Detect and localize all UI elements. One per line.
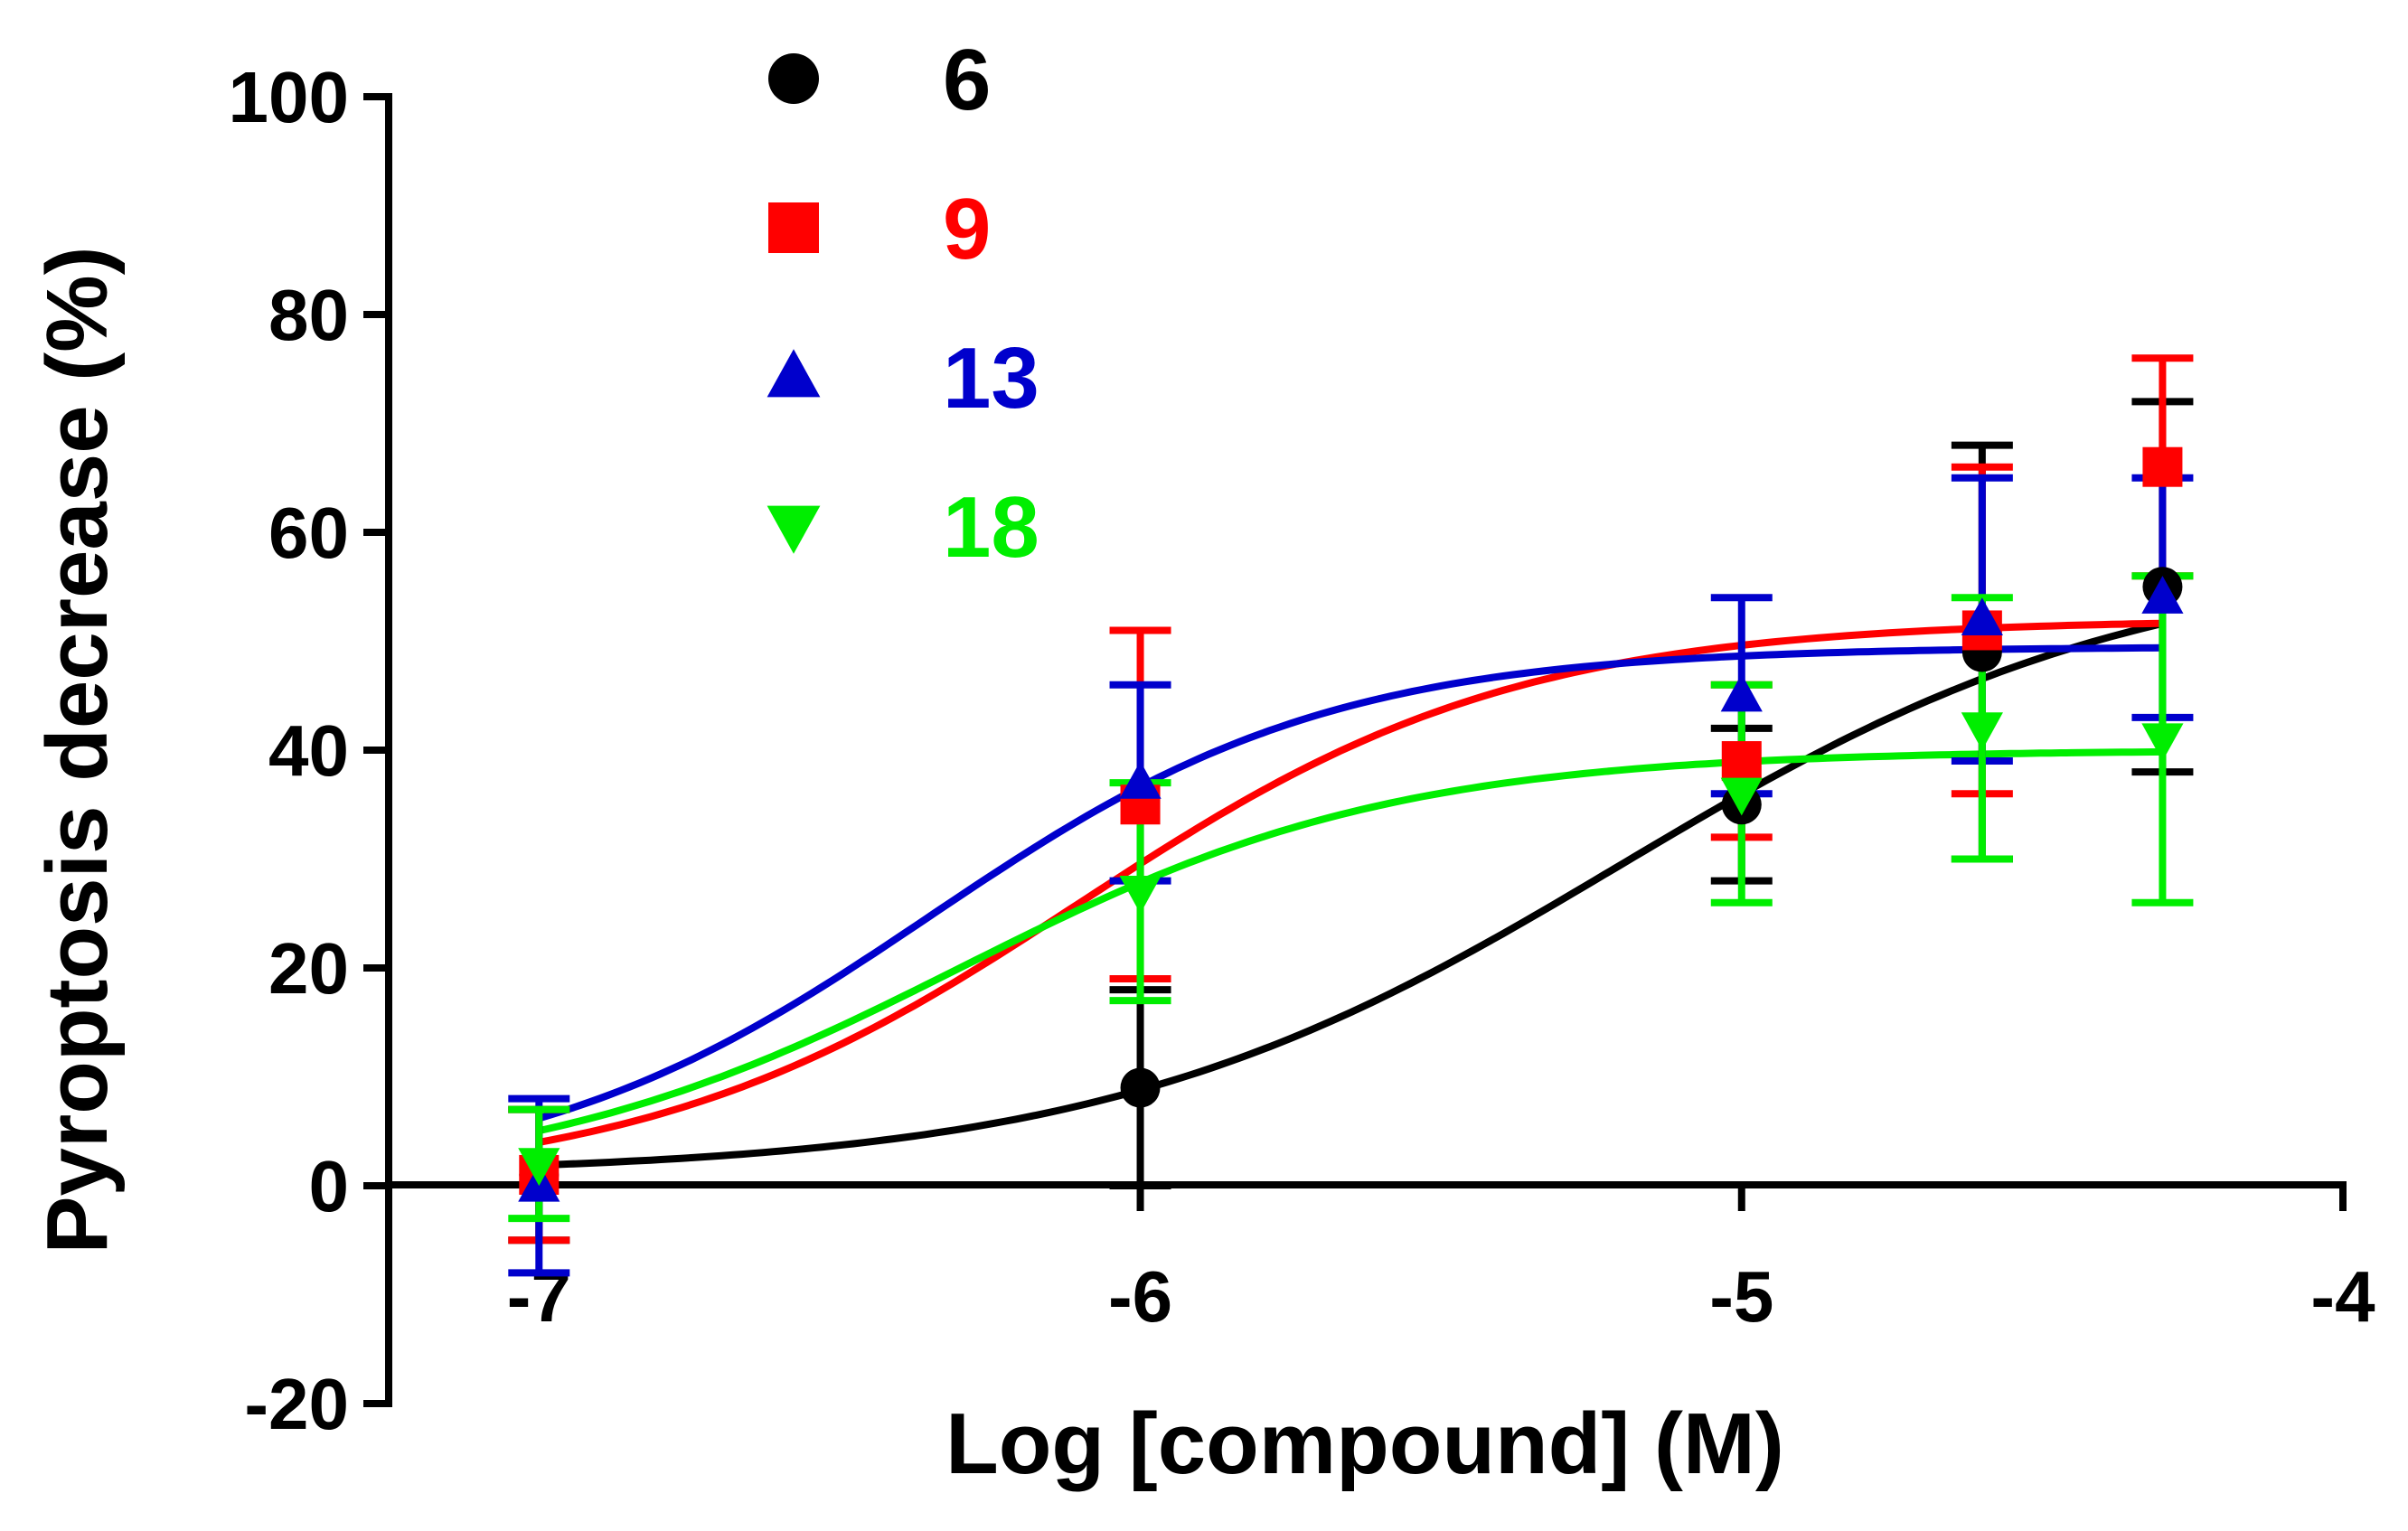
fit-curves (538, 619, 2164, 1169)
y-tick-label: -20 (244, 1364, 349, 1444)
legend-label-18: 18 (943, 479, 1039, 576)
y-tick-label: 20 (268, 928, 349, 1009)
legend: 6 9 13 18 (767, 32, 1039, 576)
y-tick-label: 80 (268, 275, 349, 355)
data-point-13 (1720, 673, 1763, 712)
data-point-13 (1119, 760, 1162, 799)
data-points (518, 446, 2184, 1202)
y-tick-label: 100 (229, 57, 349, 137)
data-point-9 (2142, 446, 2183, 487)
y-tick-label: 40 (268, 710, 349, 791)
data-point-13 (2141, 576, 2184, 614)
data-point-18 (2141, 723, 2184, 762)
fit-curve-13 (538, 643, 2163, 1122)
y-tick-label: 0 (309, 1146, 350, 1226)
x-tick-label: -5 (1709, 1256, 1773, 1337)
fit-curve-9 (538, 619, 2163, 1146)
legend-marker-13 (767, 349, 821, 398)
legend-marker-6 (768, 53, 819, 104)
legend-label-6: 6 (943, 32, 991, 128)
data-point-18 (1961, 712, 2003, 751)
fit-curve-18 (538, 747, 2163, 1135)
data-point-13 (1961, 597, 2003, 635)
x-axis-title: Log [compound] (M) (945, 1395, 1784, 1492)
legend-label-13: 13 (943, 330, 1039, 427)
legend-label-9: 9 (943, 181, 991, 277)
fit-curve-6 (539, 620, 2164, 1169)
x-tick-label: -6 (1108, 1256, 1172, 1337)
legend-marker-9 (768, 202, 819, 253)
y-tick-label: 60 (268, 493, 349, 573)
data-point-6 (1120, 1067, 1161, 1108)
data-point-18 (518, 1148, 560, 1187)
legend-marker-18 (767, 505, 821, 554)
data-point-18 (1720, 777, 1763, 816)
y-axis-title: Pyroptosis decrease (%) (29, 246, 126, 1254)
x-tick-label: -4 (2310, 1256, 2375, 1337)
data-point-18 (1119, 876, 1162, 914)
data-point-9 (1721, 741, 1762, 782)
